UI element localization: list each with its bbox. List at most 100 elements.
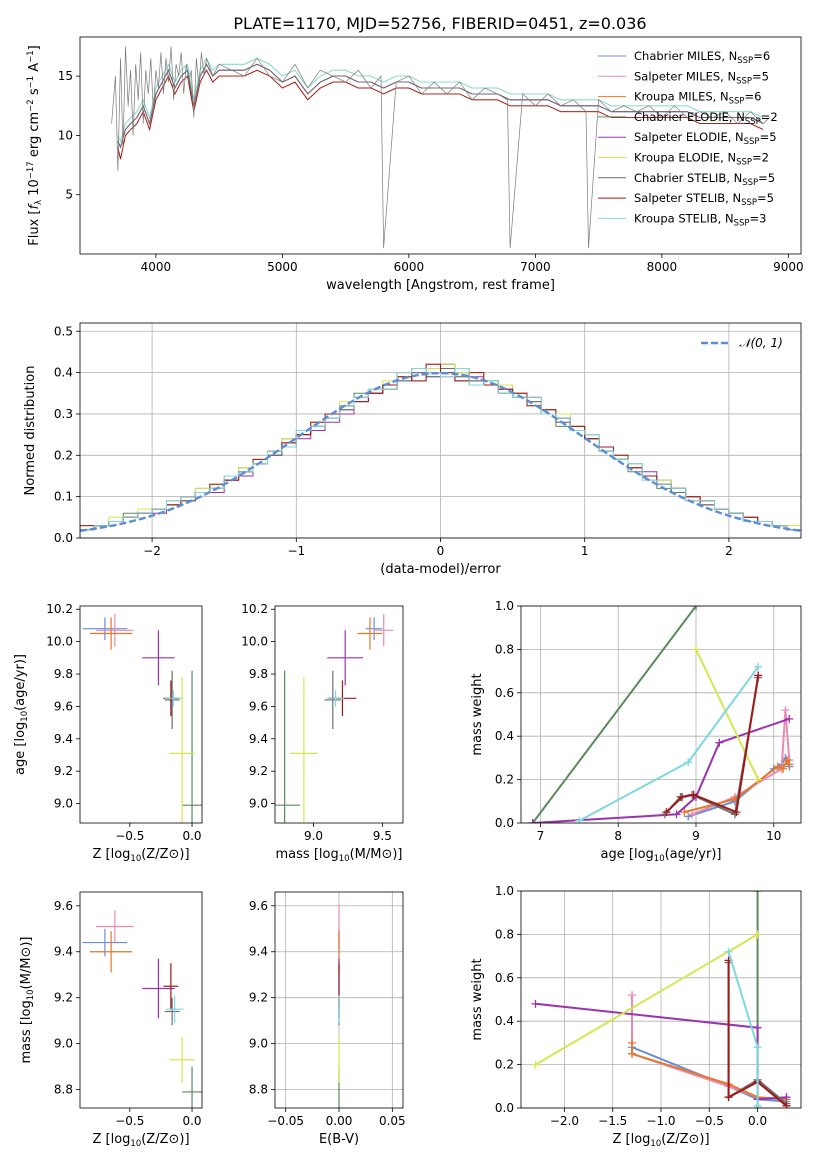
axes-residuals: −2 −1 0 1 2 0.0 0.1 0.2 0.3 0.4 0.5 (data-model)/er… bbox=[23, 322, 802, 577]
weight-marker bbox=[528, 819, 537, 823]
weight-marker bbox=[753, 1023, 762, 1032]
weight-marker bbox=[773, 762, 782, 771]
label-part: SSP bbox=[744, 137, 760, 147]
weight-marker bbox=[531, 1060, 540, 1069]
errorbar-point bbox=[163, 963, 179, 1010]
plot-area-residuals bbox=[80, 363, 801, 538]
label-part: Kroupa STELIB, bbox=[634, 211, 725, 225]
label-part: N bbox=[720, 90, 729, 104]
y-tick-label: 1.0 bbox=[495, 884, 514, 898]
label-part: log bbox=[19, 1000, 34, 1020]
axes-frame bbox=[79, 891, 203, 1109]
weight-marker bbox=[678, 792, 686, 801]
residual-histogram-step bbox=[80, 368, 801, 538]
label-part: (Z/Z⊙)] bbox=[661, 1132, 709, 1147]
weight-marker bbox=[785, 714, 794, 723]
label-part: log bbox=[634, 847, 654, 862]
errorbar-point bbox=[374, 614, 394, 647]
plot-area-age-vs-z bbox=[82, 614, 202, 823]
weight-marker bbox=[672, 810, 681, 819]
label-part: N bbox=[725, 211, 734, 225]
y-tick-label: 0.5 bbox=[54, 324, 73, 338]
y-tick-label: 9.4 bbox=[249, 945, 268, 959]
legend-label: Salpeter MILES, NSSP=5 bbox=[634, 69, 769, 86]
y-tick-label: 0.6 bbox=[495, 686, 514, 700]
y-tick-label: 10.2 bbox=[46, 602, 73, 616]
weight-marker bbox=[628, 1049, 637, 1058]
y-tick-label: 9.6 bbox=[249, 699, 268, 713]
weight-line bbox=[691, 710, 791, 816]
weight-marker bbox=[531, 999, 540, 1008]
label-part: =5 bbox=[758, 171, 775, 185]
label-part: (age/yr)] bbox=[665, 847, 722, 862]
x-tick-label: −0.05 bbox=[267, 1114, 304, 1128]
y-tick-label: 9.0 bbox=[54, 1037, 73, 1051]
label-part: log bbox=[319, 847, 339, 862]
errorbar-point bbox=[327, 690, 344, 707]
label-part: SSP bbox=[734, 218, 750, 228]
legend-label: Chabrier ELODIE, NSSP=2 bbox=[634, 110, 778, 127]
errorbar-point bbox=[327, 630, 364, 686]
y-tick-label: 0.8 bbox=[495, 642, 514, 656]
axes-frame bbox=[274, 891, 404, 1109]
weight-marker bbox=[753, 930, 762, 939]
x-tick-label: 8 bbox=[614, 829, 622, 843]
weight-marker bbox=[753, 1101, 762, 1108]
label-part: mass [ bbox=[19, 1020, 34, 1063]
errorbar-point bbox=[324, 670, 342, 730]
y-tick-label: 0.6 bbox=[495, 971, 514, 985]
label-part: =6 bbox=[753, 49, 770, 63]
errorbar-point bbox=[89, 931, 133, 973]
x-tick-label: 2 bbox=[725, 544, 733, 558]
label-part: N bbox=[735, 130, 744, 144]
x-tick-label: −1 bbox=[287, 544, 305, 558]
errorbar-point bbox=[290, 677, 318, 823]
errorbar-point bbox=[169, 677, 195, 823]
label-part: age [ bbox=[13, 742, 28, 775]
label-part: N bbox=[729, 49, 738, 63]
label-part: Z [ bbox=[612, 1132, 630, 1147]
weight-line bbox=[727, 960, 788, 1107]
y-tick-label: 5 bbox=[65, 188, 73, 202]
label-part: mass weight bbox=[470, 673, 485, 755]
label-part: =5 bbox=[757, 191, 774, 205]
y-tick-label: 9.6 bbox=[249, 899, 268, 913]
errorbar-point bbox=[165, 995, 184, 1023]
axes-mass-vs-z: −0.5 0.08.89.09.29.49.6Z [log10(Z/Z⊙)]mas… bbox=[19, 891, 203, 1149]
label-part: ] bbox=[27, 45, 42, 50]
x-tick-label: −2.0 bbox=[550, 1114, 579, 1128]
weight-marker bbox=[732, 808, 741, 817]
label-part: SSP bbox=[737, 56, 753, 66]
label-part: s bbox=[27, 88, 42, 99]
weight-marker bbox=[753, 1043, 762, 1052]
weight-marker bbox=[754, 775, 763, 784]
y-tick-label: 9.0 bbox=[54, 797, 73, 811]
label-part: mass weight bbox=[470, 958, 485, 1040]
x-tick-label: 4000 bbox=[141, 260, 172, 274]
weight-marker bbox=[692, 645, 700, 654]
errorbar-point bbox=[182, 670, 202, 823]
label-part: SSP bbox=[742, 178, 758, 188]
label-part: A bbox=[27, 63, 42, 76]
y-tick-label: 9.2 bbox=[54, 991, 73, 1005]
legend-label: Salpeter ELODIE, NSSP=5 bbox=[634, 130, 777, 147]
errorbar-point bbox=[89, 617, 133, 650]
x-tick-label: 0.0 bbox=[748, 1114, 767, 1128]
weight-marker bbox=[688, 810, 697, 819]
label-part: 10 bbox=[339, 854, 350, 864]
label-part: age [ bbox=[601, 847, 634, 862]
plot-area-weight-vs-age bbox=[528, 606, 794, 823]
axes-frame bbox=[274, 605, 404, 824]
y-tick-label: 10.0 bbox=[46, 635, 73, 649]
y-axis-label: Normed distribution bbox=[23, 366, 38, 496]
axes-frame bbox=[520, 890, 802, 1109]
y-tick-label: 10.2 bbox=[241, 602, 268, 616]
x-axis-label: E(B-V) bbox=[319, 1132, 359, 1147]
label-part: Chabrier MILES, bbox=[634, 49, 729, 63]
x-axis-label: Z [log10(Z/Z⊙)] bbox=[92, 1132, 189, 1149]
label-part: (M/M⊙)] bbox=[350, 847, 403, 862]
x-tick-label: −2 bbox=[143, 544, 161, 558]
x-axis-label: (data-model)/error bbox=[380, 562, 501, 577]
legend-label: Chabrier MILES, NSSP=6 bbox=[634, 49, 770, 66]
weight-line bbox=[631, 995, 758, 1099]
